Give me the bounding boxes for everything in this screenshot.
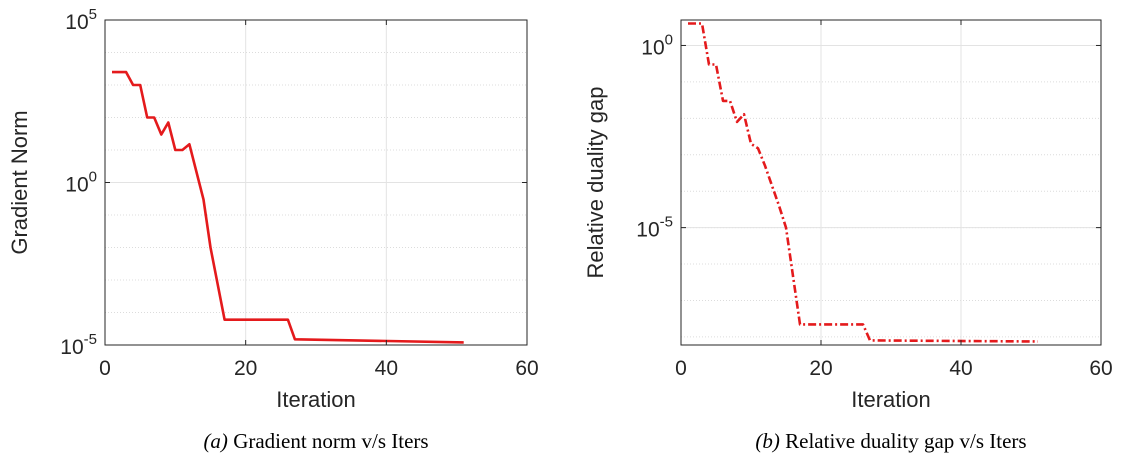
y-tick-label: 100	[641, 31, 673, 59]
y-tick-label-base: 10	[641, 36, 664, 59]
caption-text: Relative duality gap v/s Iters	[780, 429, 1027, 453]
y-tick-label-exponent: -5	[660, 214, 673, 231]
x-tick-label: 20	[234, 357, 257, 380]
data-series-line	[112, 70, 464, 344]
y-axis-title: Gradient Norm	[7, 110, 32, 254]
plot-area	[681, 20, 1101, 345]
caption-label: (b)	[755, 429, 780, 453]
y-tick-label-base: 10	[65, 11, 88, 34]
figure-caption: (b) Relative duality gap v/s Iters	[755, 429, 1026, 453]
x-axis-title: Iteration	[276, 387, 356, 412]
axes-box	[680, 19, 1102, 346]
x-tick-label: 0	[675, 357, 687, 380]
y-tick-label-exponent: 0	[665, 31, 673, 48]
y-tick-label-base: 10	[60, 336, 83, 359]
x-tick-label: 0	[99, 357, 111, 380]
y-tick-label: 10-5	[636, 214, 673, 242]
y-tick-label-exponent: 5	[89, 6, 97, 23]
caption-label: (a)	[203, 429, 228, 453]
y-tick-label-base: 10	[636, 219, 659, 242]
y-tick-label: 10-5	[60, 331, 97, 359]
x-tick-label: 60	[1089, 357, 1112, 380]
y-tick-label: 100	[65, 169, 97, 197]
x-tick-label: 40	[949, 357, 972, 380]
caption-text: Gradient norm v/s Iters	[228, 429, 429, 453]
x-tick-label: 20	[809, 357, 832, 380]
y-tick-label-exponent: 0	[89, 169, 97, 186]
y-tick-label-exponent: -5	[84, 331, 97, 348]
x-tick-label: 60	[515, 357, 538, 380]
y-tick-label-base: 10	[65, 174, 88, 197]
y-axis-title: Relative duality gap	[583, 86, 608, 278]
x-axis-title: Iteration	[851, 387, 931, 412]
x-tick-label: 40	[375, 357, 398, 380]
figure-caption: (a) Gradient norm v/s Iters	[203, 429, 428, 453]
data-series-line	[688, 22, 1039, 343]
y-tick-label: 105	[65, 6, 97, 34]
